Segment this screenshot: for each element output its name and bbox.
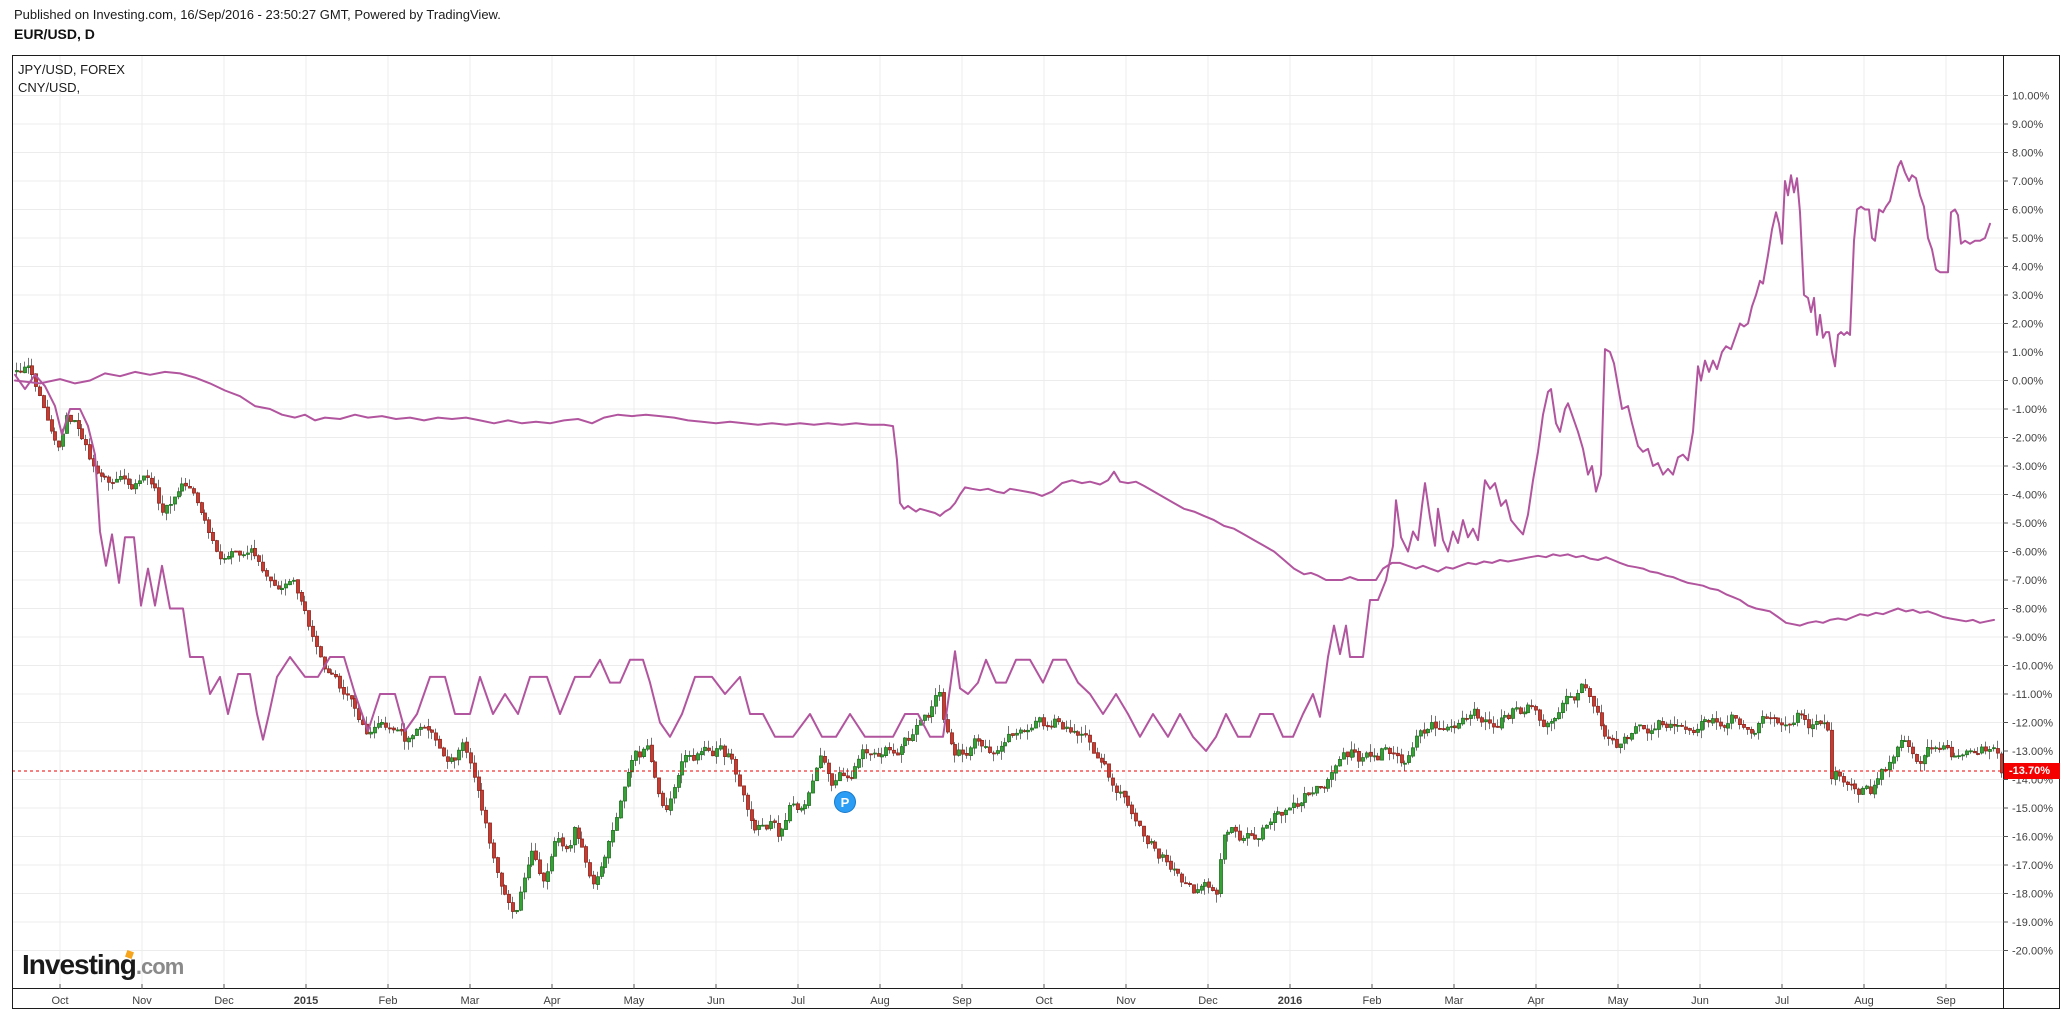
x-axis-tick-label: Apr — [1527, 995, 1544, 1007]
x-axis-tick-label: Feb — [379, 995, 398, 1007]
y-axis-tick-label: -11.00% — [2012, 689, 2052, 701]
cnyusd-compare-line[interactable] — [14, 370, 1995, 627]
y-axis-tick-label: -12.00% — [2012, 718, 2053, 730]
last-price-badge[interactable]: -13.70% — [2004, 762, 2060, 779]
y-axis-tick-label: -1.00% — [2012, 404, 2047, 416]
y-axis-tick-label: -10.00% — [2012, 661, 2053, 673]
y-axis-tick-label: -19.00% — [2012, 917, 2053, 929]
x-axis-tick-label: May — [1608, 995, 1629, 1007]
investing-logo: Investing.com — [22, 949, 184, 981]
y-axis-tick-label: 8.00% — [2012, 148, 2043, 160]
x-axis-tick-label: Dec — [214, 995, 234, 1007]
page-title: EUR/USD, D — [14, 26, 95, 42]
x-axis-tick-label: May — [624, 995, 645, 1007]
y-axis-tick-label: -7.00% — [2012, 575, 2047, 587]
x-axis-tick-label: Feb — [1363, 995, 1382, 1007]
x-axis-tick-label: Jul — [791, 995, 805, 1007]
y-axis-tick-label: -6.00% — [2012, 547, 2047, 559]
x-axis-tick-label: Nov — [1116, 995, 1136, 1007]
y-axis-tick-label: 10.00% — [2012, 91, 2050, 103]
investing-logo-suffix: .com — [135, 954, 184, 979]
gridlines — [12, 55, 2003, 988]
x-axis-tick-label: Aug — [1854, 995, 1874, 1007]
x-axis-tick-label: Jun — [1691, 995, 1709, 1007]
y-axis-tick-label: -5.00% — [2012, 518, 2047, 530]
y-axis-tick-label: -2.00% — [2012, 433, 2047, 445]
pin-marker-icon[interactable]: P — [834, 791, 856, 814]
y-axis-tick-label: -17.00% — [2012, 860, 2053, 872]
x-axis-tick-label: Mar — [1445, 995, 1464, 1007]
y-axis-tick-label: 7.00% — [2012, 176, 2043, 188]
y-axis-tick-label: -18.00% — [2012, 889, 2053, 901]
jpyusd-compare-line[interactable] — [14, 160, 1991, 752]
x-axis-tick-label: Apr — [543, 995, 560, 1007]
chart-frame — [12, 55, 2060, 1009]
legend-jpyusd: JPY/USD, FOREX — [18, 62, 125, 77]
y-axis-tick-label: 4.00% — [2012, 262, 2043, 274]
candlestick-series[interactable] — [15, 357, 2004, 919]
y-axis-tick-label: 5.00% — [2012, 233, 2043, 245]
x-axis-tick-label: Nov — [132, 995, 152, 1007]
x-axis-tick-label: Jul — [1775, 995, 1789, 1007]
y-axis-tick-label: 9.00% — [2012, 119, 2043, 131]
y-axis-tick-label: -3.00% — [2012, 461, 2047, 473]
y-axis-tick-label: 3.00% — [2012, 290, 2043, 302]
y-axis-tick-label: -9.00% — [2012, 632, 2047, 644]
y-axis-tick-label: 6.00% — [2012, 205, 2043, 217]
x-axis-tick-label: 2016 — [1278, 995, 1302, 1007]
y-axis-tick-label: -13.00% — [2012, 746, 2053, 758]
x-axis-tick-label: Dec — [1198, 995, 1218, 1007]
y-axis-tick-label: -15.00% — [2012, 803, 2053, 815]
published-header: Published on Investing.com, 16/Sep/2016 … — [14, 7, 501, 22]
x-axis-tick-label: Aug — [870, 995, 890, 1007]
y-axis-tick-label: 2.00% — [2012, 319, 2043, 331]
y-axis-tick-label: 0.00% — [2012, 376, 2043, 388]
x-axis-tick-label: Mar — [461, 995, 480, 1007]
y-axis-tick-label: 1.00% — [2012, 347, 2043, 359]
x-axis-tick-label: Sep — [1936, 995, 1956, 1007]
x-axis[interactable]: Oct Nov Dec 2015 Feb Mar Apr May Jun Jul Aug Sep Oct… — [51, 984, 1956, 1007]
legend-cnyusd: CNY/USD, — [18, 80, 81, 95]
y-axis-tick-label: -16.00% — [2012, 832, 2053, 844]
y-axis-tick-label: -8.00% — [2012, 604, 2047, 616]
x-axis-tick-label: Oct — [51, 995, 68, 1007]
investing-logo-brand: Investing — [22, 949, 137, 980]
y-axis-tick-label: -20.00% — [2012, 946, 2053, 958]
x-axis-tick-label: Sep — [952, 995, 972, 1007]
y-axis-tick-label: -4.00% — [2012, 490, 2047, 502]
x-axis-tick-label: Oct — [1035, 995, 1052, 1007]
candle-wicks — [16, 357, 2002, 919]
x-axis-tick-label: Jun — [707, 995, 725, 1007]
y-axis[interactable]: 10.00% 9.00% 8.00% 7.00% 6.00% 5.00% 4.00% 3.00… — [2003, 91, 2053, 958]
x-axis-tick-label: 2015 — [294, 995, 318, 1007]
